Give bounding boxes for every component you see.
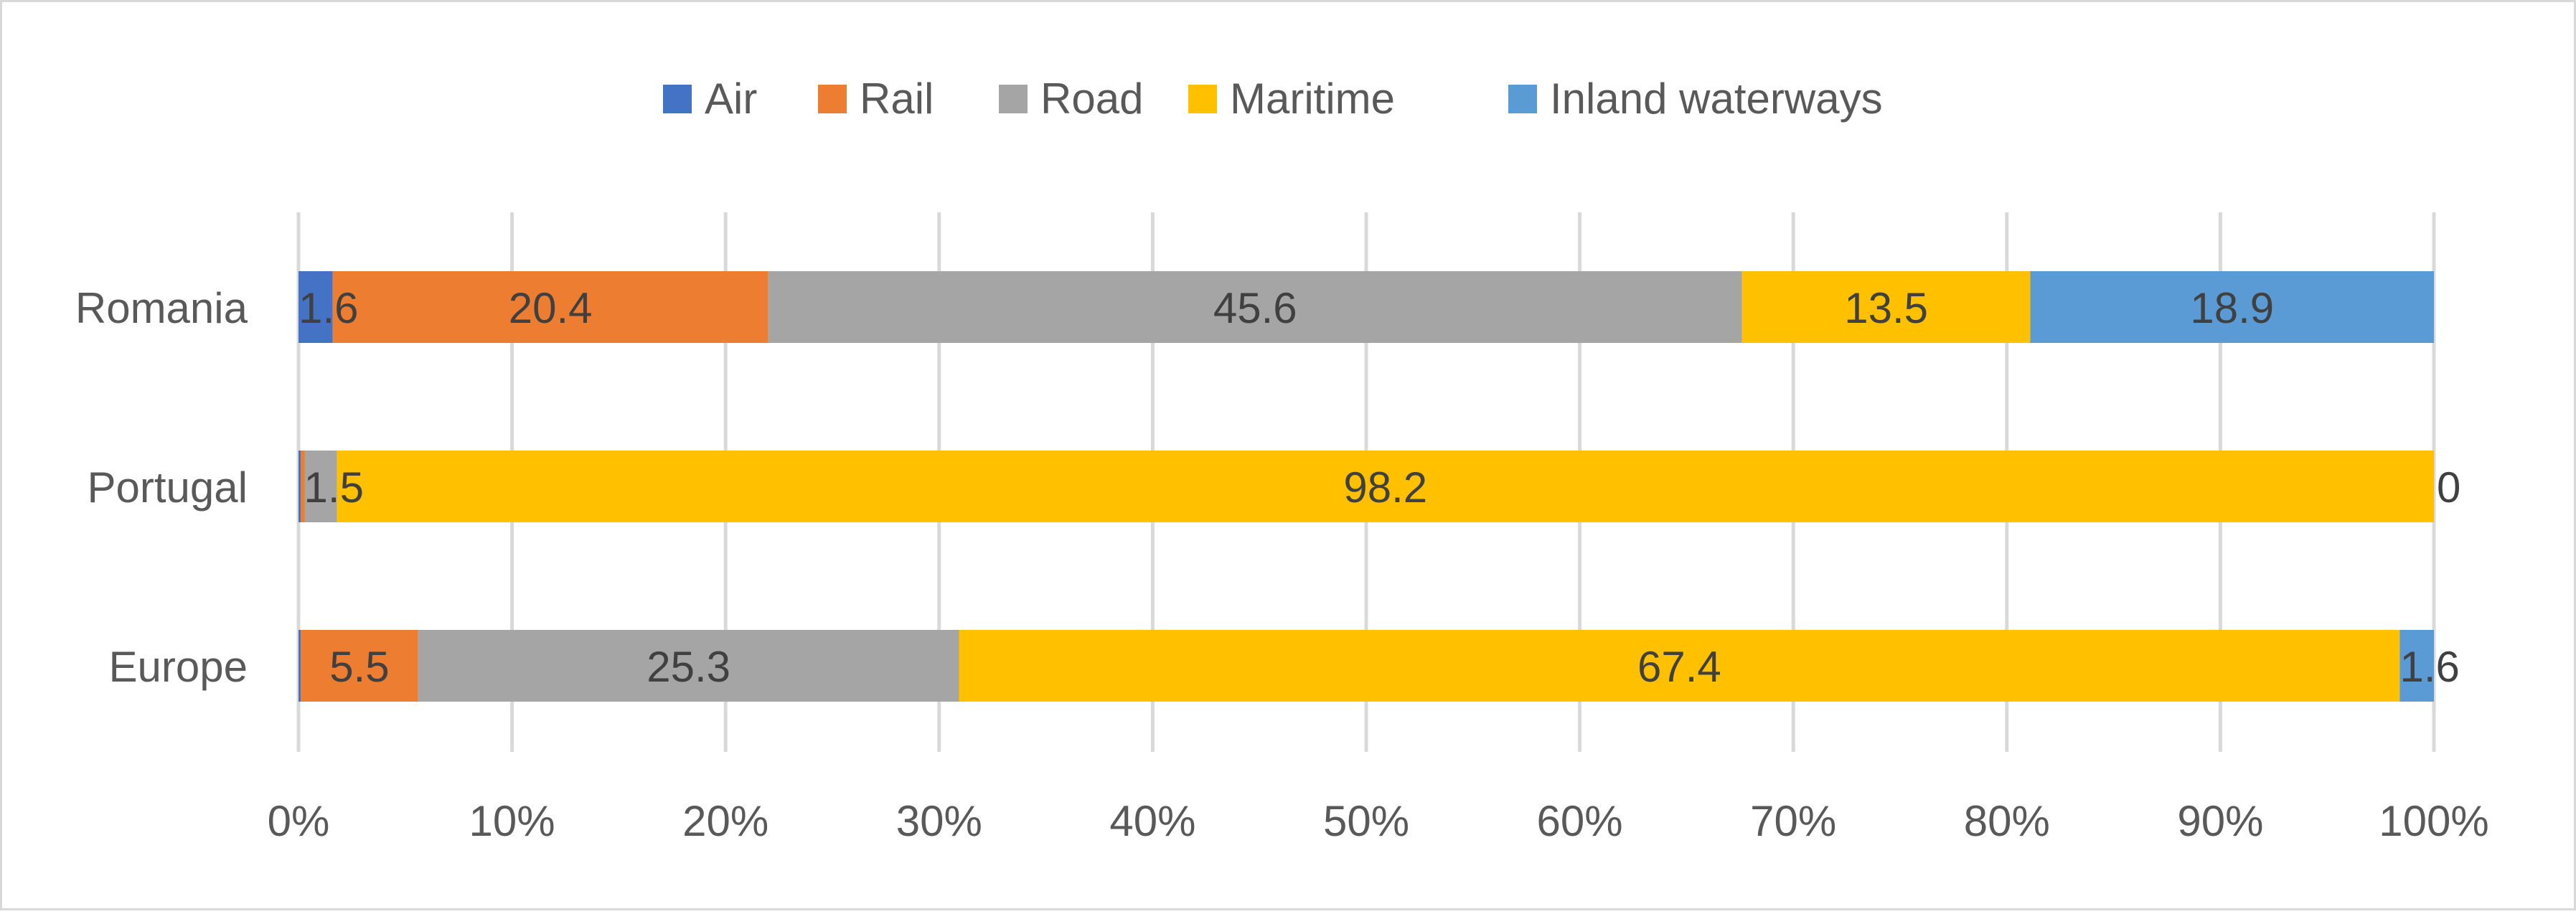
- data-label-romania-rail: 20.4: [509, 284, 593, 332]
- data-label-romania-maritime: 13.5: [1844, 284, 1928, 332]
- legend-label-air: Air: [705, 75, 757, 123]
- x-axis-ticks: 0% 10% 20% 30% 40% 50% 60% 70% 80% 90% 100%: [268, 797, 2489, 845]
- data-label-romania-inland-waterways: 18.9: [2190, 284, 2274, 332]
- legend-swatch-inland-waterways: [1508, 85, 1537, 113]
- legend-label-inland-waterways: Inland waterways: [1550, 75, 1883, 123]
- data-label-europe-road: 25.3: [647, 643, 730, 691]
- x-tick-label: 50%: [1323, 797, 1409, 845]
- x-tick-label: 60%: [1537, 797, 1623, 845]
- data-label-europe-inland-waterways: 1.6: [2399, 643, 2459, 691]
- x-tick-label: 40%: [1109, 797, 1195, 845]
- data-label-portugal-maritime: 98.2: [1343, 463, 1427, 512]
- data-label-romania-air: 1.6: [299, 284, 358, 332]
- bar-romania-maritime: [1741, 271, 2031, 343]
- x-tick-label: 80%: [1964, 797, 2050, 845]
- legend-swatch-road: [999, 85, 1028, 113]
- category-label-portugal: Portugal: [88, 463, 248, 512]
- bar-europe-air: [299, 630, 301, 702]
- data-label-europe-rail: 5.5: [329, 643, 389, 691]
- x-tick-label: 20%: [682, 797, 768, 845]
- bars: [299, 271, 2435, 702]
- bar-europe-maritime: [959, 630, 2400, 702]
- category-labels: Romania Portugal Europe: [75, 284, 248, 691]
- data-label-portugal-road: 1.5: [304, 463, 364, 512]
- bar-europe-rail: [300, 630, 418, 702]
- bar-europe-inland-waterways: [2399, 630, 2434, 702]
- bar-portugal-rail: [300, 451, 305, 522]
- data-label-portugal-inland-waterways: 0: [2437, 463, 2460, 512]
- bar-portugal-maritime: [337, 451, 2435, 522]
- legend-swatch-maritime: [1188, 85, 1217, 113]
- bar-europe-road: [418, 630, 959, 702]
- category-label-romania: Romania: [75, 284, 248, 332]
- x-tick-label: 90%: [2177, 797, 2263, 845]
- bar-portugal-air: [299, 451, 301, 522]
- x-tick-label: 100%: [2379, 797, 2488, 845]
- x-tick-label: 10%: [469, 797, 555, 845]
- legend-label-road: Road: [1040, 75, 1143, 123]
- data-labels: 1.6 20.4 45.6 13.5 18.9 1.5 98.2 0 5.5 25.3 67.4 1.…: [299, 284, 2460, 691]
- x-tick-label: 30%: [896, 797, 982, 845]
- category-label-europe: Europe: [109, 643, 248, 691]
- data-label-europe-maritime: 67.4: [1637, 643, 1721, 691]
- bar-romania-air: [299, 271, 333, 343]
- legend-label-rail: Rail: [860, 75, 934, 123]
- bar-romania-road: [768, 271, 1742, 343]
- legend-label-maritime: Maritime: [1230, 75, 1395, 123]
- x-tick-label: 0%: [268, 797, 330, 845]
- legend-swatch-air: [663, 85, 692, 113]
- bar-romania-inland-waterways: [2030, 271, 2434, 343]
- legend-swatch-rail: [818, 85, 847, 113]
- x-tick-label: 70%: [1750, 797, 1836, 845]
- data-label-romania-road: 45.6: [1213, 284, 1297, 332]
- legend: Air Rail Road Maritime Inland waterways: [663, 75, 1883, 123]
- bar-romania-rail: [332, 271, 768, 343]
- bar-portugal-road: [304, 451, 337, 522]
